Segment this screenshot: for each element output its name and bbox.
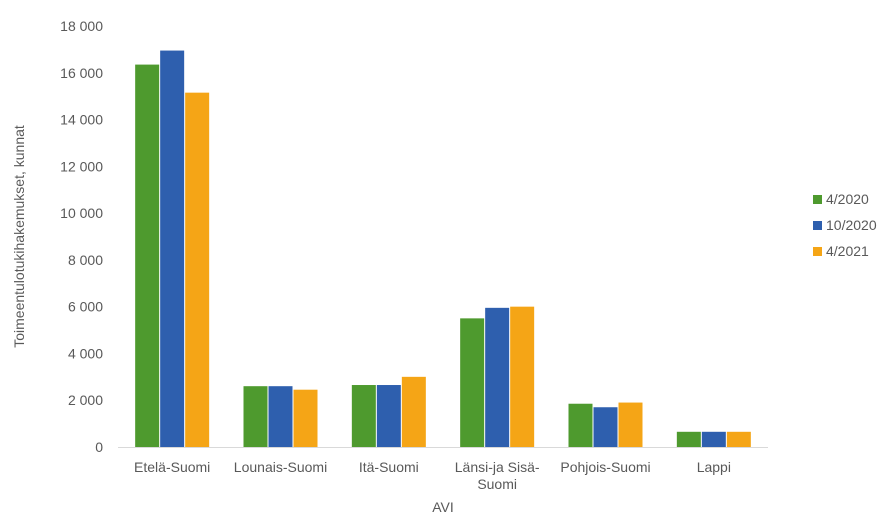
bar (593, 407, 618, 447)
bar (185, 92, 210, 448)
x-tick-label: Pohjois-Suomi (560, 459, 650, 475)
y-axis-ticks: 0 2 000 4 000 6 000 8 000 10 000 12 000 14 000 1… (60, 18, 103, 455)
bar (618, 402, 643, 447)
y-tick-label: 16 000 (60, 65, 103, 81)
bar (351, 385, 376, 447)
y-tick-label: 8 000 (68, 252, 103, 268)
y-tick-label: 6 000 (68, 299, 103, 315)
legend-swatch (813, 221, 822, 230)
legend-swatch (813, 195, 822, 204)
bar (293, 389, 318, 447)
bar (243, 386, 268, 447)
x-tick-label: Länsi-ja Sisä-Suomi (455, 459, 540, 492)
x-tick-label: Lappi (697, 459, 731, 475)
y-tick-label: 2 000 (68, 392, 103, 408)
legend-label: 4/2021 (826, 243, 869, 259)
y-axis-title: Toimeentulotukihakemukset, kunnat (11, 125, 27, 348)
bar (568, 403, 593, 447)
x-tick-label: Itä-Suomi (359, 459, 419, 475)
y-tick-label: 18 000 (60, 18, 103, 34)
y-tick-label: 10 000 (60, 205, 103, 221)
bar (401, 376, 426, 447)
legend-label: 10/2020 (826, 217, 877, 233)
bar (460, 318, 485, 447)
bar (676, 431, 701, 447)
x-tick-label: Etelä-Suomi (134, 459, 210, 475)
bar (510, 306, 535, 447)
legend: 4/2020 10/2020 4/2021 (813, 191, 877, 259)
x-axis-title: AVI (432, 499, 454, 515)
legend-swatch (813, 247, 822, 256)
y-tick-label: 0 (95, 439, 103, 455)
x-axis-ticks: Etelä-Suomi Lounais-Suomi Itä-Suomi Länsi-j… (134, 459, 731, 492)
bar (485, 307, 510, 447)
bar (376, 385, 401, 447)
bars (135, 50, 751, 448)
bar (726, 431, 751, 447)
legend-label: 4/2020 (826, 191, 869, 207)
x-tick-label: Lounais-Suomi (234, 459, 327, 475)
bar (268, 386, 293, 447)
bar (160, 50, 185, 447)
y-tick-label: 14 000 (60, 112, 103, 128)
y-tick-label: 4 000 (68, 345, 103, 361)
y-tick-label: 12 000 (60, 158, 103, 174)
bar (135, 64, 160, 447)
bar (701, 431, 726, 447)
